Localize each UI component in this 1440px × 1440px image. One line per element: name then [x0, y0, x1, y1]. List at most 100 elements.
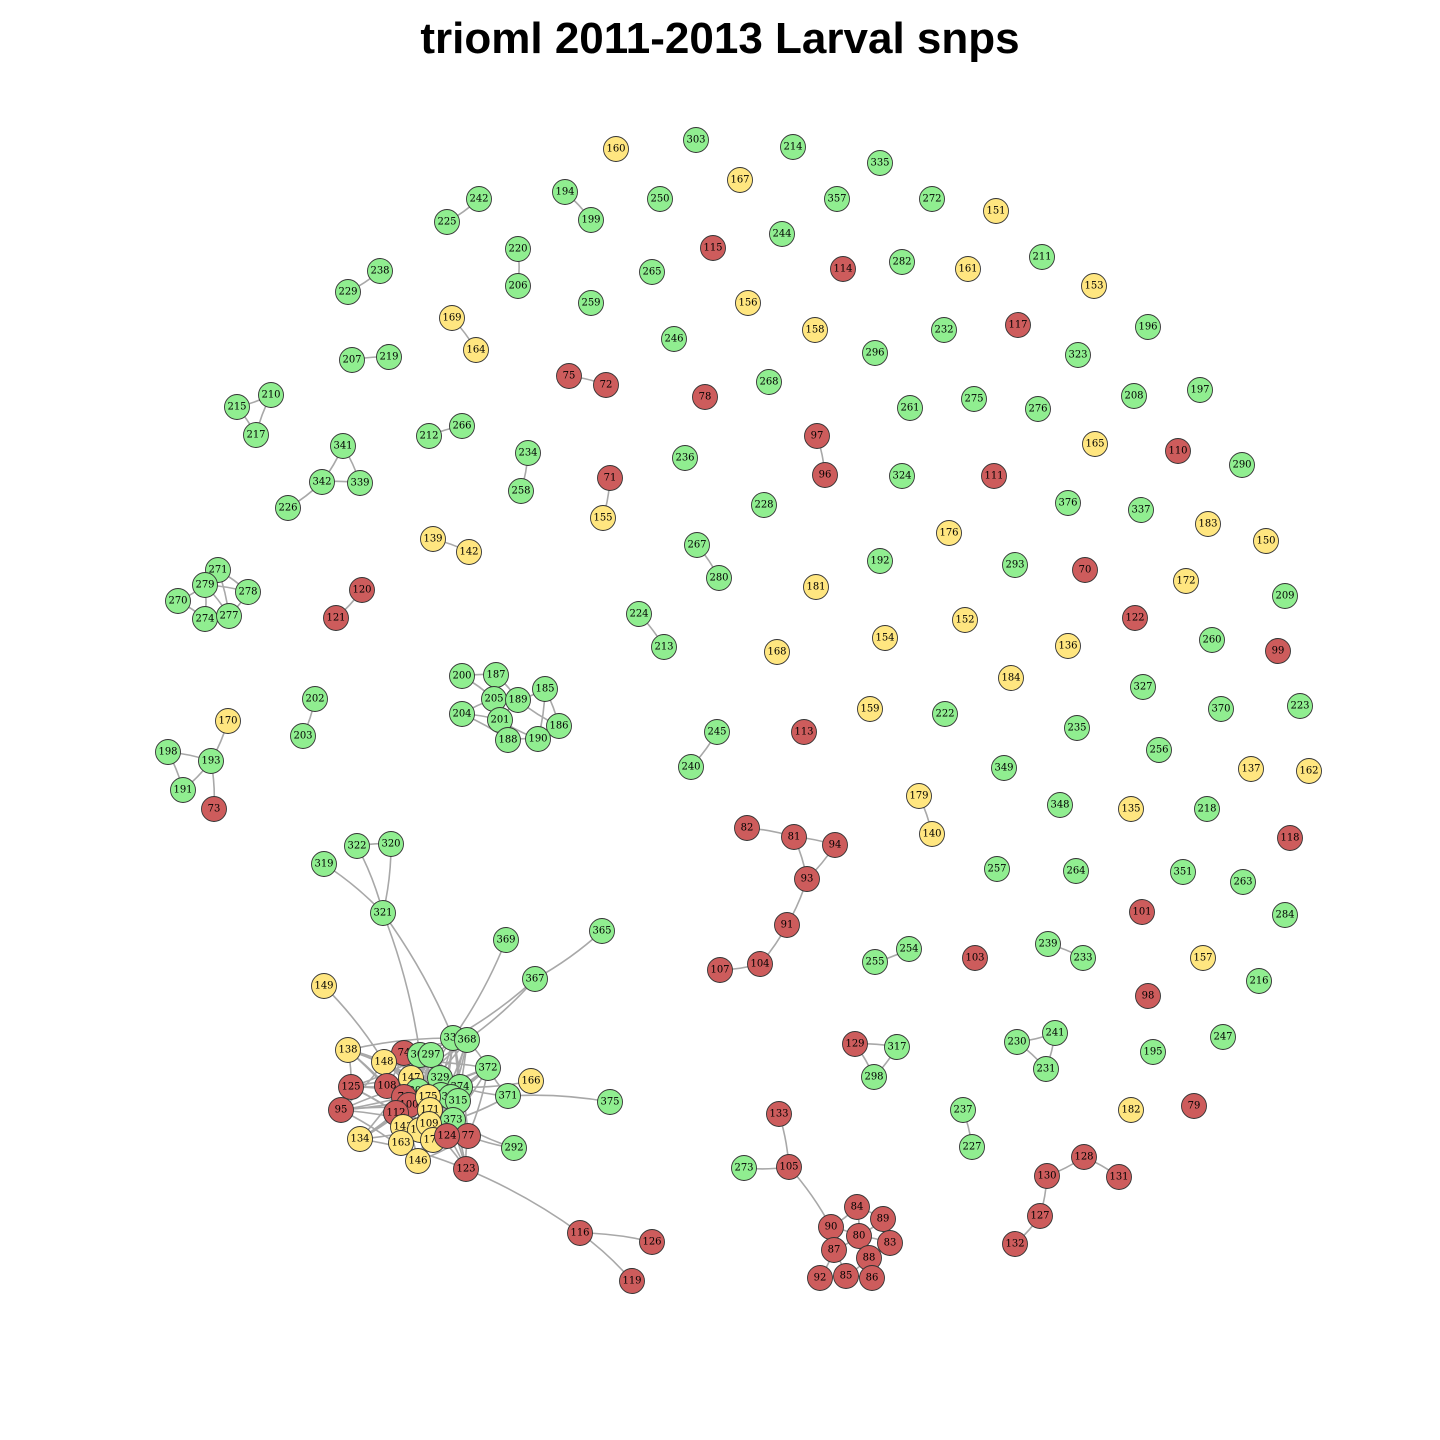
node-circle — [235, 579, 261, 605]
node-86: 86 — [859, 1265, 885, 1291]
node-272: 272 — [919, 186, 945, 212]
node-label: 368 — [457, 1035, 476, 1046]
node-191: 191 — [170, 777, 196, 803]
node-240: 240 — [678, 754, 704, 780]
node-71: 71 — [597, 465, 623, 491]
node-215: 215 — [224, 394, 250, 420]
node-circle — [1072, 557, 1098, 583]
node-196: 196 — [1135, 314, 1161, 340]
node-label: 90 — [825, 1222, 838, 1233]
node-circle — [766, 1101, 792, 1127]
node-296: 296 — [862, 340, 888, 366]
node-circle — [896, 936, 922, 962]
node-circle — [367, 258, 393, 284]
node-245: 245 — [704, 719, 730, 745]
node-167: 167 — [727, 167, 753, 193]
node-368: 368 — [454, 1027, 480, 1053]
node-circle — [1181, 1093, 1207, 1119]
node-label: 104 — [750, 959, 769, 970]
node-circle — [1065, 342, 1091, 368]
node-circle — [1265, 638, 1291, 664]
node-label: 206 — [508, 281, 527, 292]
node-circle — [339, 347, 365, 373]
node-278: 278 — [235, 579, 261, 605]
node-label: 132 — [1005, 1239, 1024, 1250]
node-319: 319 — [311, 851, 337, 877]
node-78: 78 — [692, 384, 718, 410]
node-label: 198 — [158, 747, 177, 758]
node-204: 204 — [449, 701, 475, 727]
node-72: 72 — [593, 372, 619, 398]
node-label: 166 — [521, 1076, 540, 1087]
node-226: 226 — [275, 495, 301, 521]
node-label: 372 — [478, 1063, 497, 1074]
node-label: 126 — [642, 1237, 661, 1248]
node-circle — [1118, 796, 1144, 822]
node-circle — [449, 663, 475, 689]
node-247: 247 — [1210, 1024, 1236, 1050]
node-label: 277 — [219, 611, 238, 622]
node-236: 236 — [672, 445, 698, 471]
node-label: 329 — [430, 1073, 449, 1084]
node-circle — [859, 1265, 885, 1291]
node-circle — [830, 256, 856, 282]
node-circle — [678, 754, 704, 780]
node-label: 226 — [278, 503, 297, 514]
node-label: 195 — [1143, 1047, 1162, 1058]
node-circle — [1025, 396, 1051, 422]
node-246: 246 — [661, 326, 687, 352]
node-label: 97 — [811, 431, 824, 442]
node-circle — [405, 1148, 431, 1174]
node-357: 357 — [824, 186, 850, 212]
node-circle — [747, 951, 773, 977]
node-circle — [651, 634, 677, 660]
node-label: 292 — [504, 1143, 523, 1154]
node-circle — [589, 918, 615, 944]
node-234: 234 — [515, 440, 541, 466]
node-label: 230 — [1007, 1037, 1026, 1048]
node-circle — [619, 1268, 645, 1294]
node-label: 156 — [738, 298, 757, 309]
node-label: 375 — [600, 1097, 619, 1108]
node-label: 217 — [246, 430, 265, 441]
node-224: 224 — [626, 601, 652, 627]
node-circle — [862, 949, 888, 975]
node-circle — [1195, 511, 1221, 537]
node-242: 242 — [466, 186, 492, 212]
node-label: 87 — [828, 1245, 841, 1256]
node-circle — [1118, 1097, 1144, 1123]
node-label: 172 — [1176, 576, 1195, 587]
node-circle — [833, 1263, 859, 1289]
node-label: 179 — [909, 791, 928, 802]
node-circle — [776, 1154, 802, 1180]
node-257: 257 — [984, 856, 1010, 882]
node-101: 101 — [1129, 899, 1155, 925]
node-375: 375 — [597, 1089, 623, 1115]
node-circle — [463, 337, 489, 363]
edge — [465, 1168, 581, 1234]
node-181: 181 — [803, 574, 829, 600]
node-341: 341 — [330, 433, 356, 459]
node-circle — [1071, 1144, 1097, 1170]
node-circle — [1135, 314, 1161, 340]
node-circle — [1027, 1203, 1053, 1229]
node-circle — [493, 927, 519, 953]
node-circle — [578, 207, 604, 233]
node-circle — [215, 708, 241, 734]
node-circle — [1170, 859, 1196, 885]
node-circle — [1230, 869, 1256, 895]
node-label: 319 — [314, 859, 333, 870]
node-125: 125 — [338, 1074, 364, 1100]
node-372: 372 — [475, 1055, 501, 1081]
node-label: 95 — [335, 1105, 348, 1116]
node-label: 154 — [875, 633, 894, 644]
node-152: 152 — [952, 607, 978, 633]
node-circle — [862, 340, 888, 366]
node-circle — [1070, 945, 1096, 971]
node-circle — [1122, 605, 1148, 631]
node-197: 197 — [1187, 377, 1213, 403]
node-90: 90 — [818, 1214, 844, 1240]
node-label: 84 — [851, 1202, 864, 1213]
node-label: 181 — [806, 582, 825, 593]
node-99: 99 — [1265, 638, 1291, 664]
